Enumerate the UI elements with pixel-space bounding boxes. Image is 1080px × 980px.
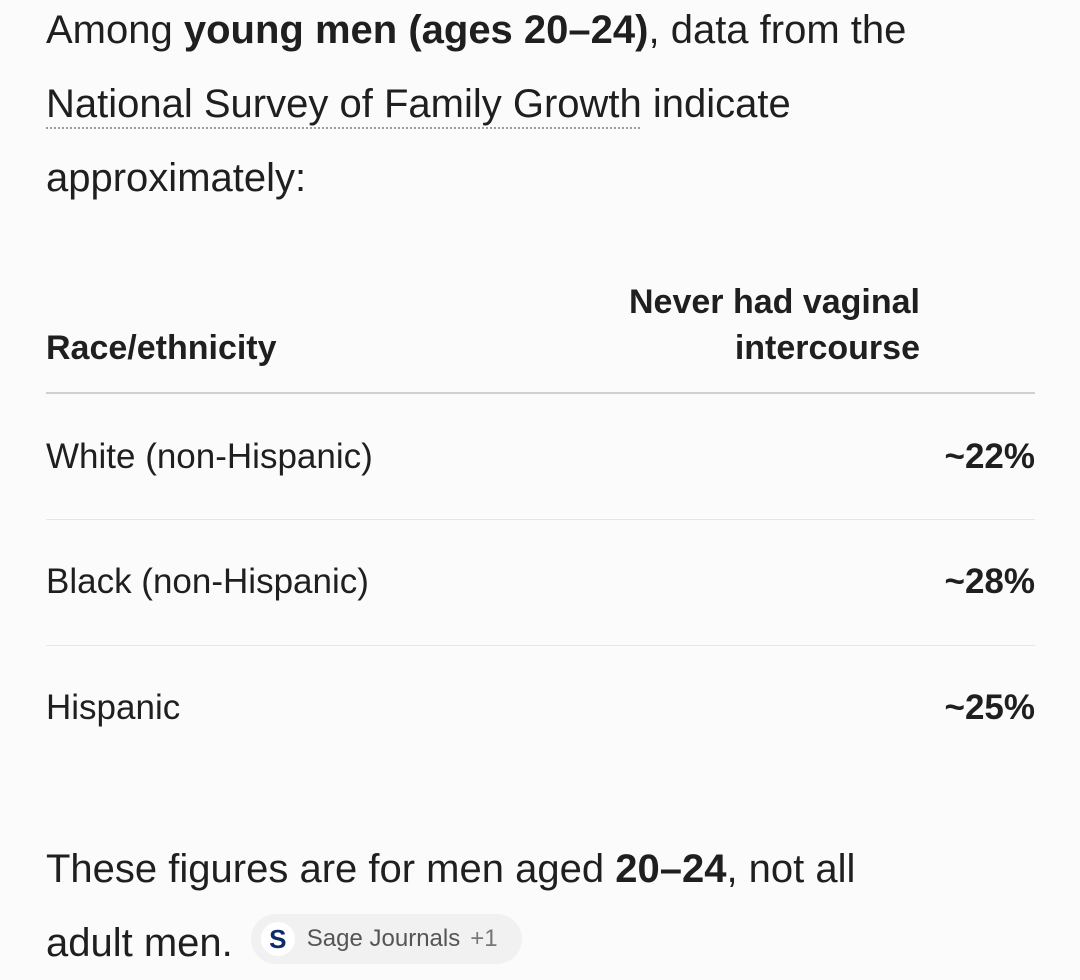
source-label: Sage Journals bbox=[306, 925, 461, 953]
table-cell: White (non-Hispanic) bbox=[46, 437, 373, 476]
text: adult men. bbox=[46, 921, 233, 965]
table-cell: ~28% bbox=[944, 562, 1036, 601]
text: These figures are for men aged bbox=[46, 847, 616, 891]
source-chip[interactable]: S Sage Journals +1 bbox=[250, 914, 522, 965]
row-rule bbox=[46, 519, 1035, 520]
text: indicate bbox=[641, 82, 791, 126]
text: , data from the bbox=[648, 8, 907, 52]
intro-paragraph: Among young men (ages 20–24), data from … bbox=[46, 0, 906, 215]
source-link[interactable]: National Survey of Family Growth bbox=[46, 82, 642, 126]
table-cell: Hispanic bbox=[46, 688, 181, 727]
table-cell: Black (non-Hispanic) bbox=[46, 562, 369, 601]
source-count: +1 bbox=[470, 925, 498, 953]
bold-text: young men (ages 20–24) bbox=[183, 8, 649, 52]
table-cell: ~22% bbox=[944, 437, 1036, 476]
row-rule bbox=[46, 645, 1035, 646]
table-cell: ~25% bbox=[944, 688, 1036, 727]
text: , not all bbox=[726, 847, 856, 891]
text: approximately: bbox=[46, 156, 307, 200]
footer-paragraph: These figures are for men aged 20–24, no… bbox=[46, 832, 855, 980]
text: Among bbox=[46, 8, 184, 52]
header-rule bbox=[46, 392, 1035, 394]
table-header: Race/ethnicity bbox=[46, 329, 277, 367]
source-icon: S bbox=[260, 922, 295, 957]
table-header: Never had vaginal intercourse bbox=[628, 283, 920, 367]
bold-text: 20–24 bbox=[615, 847, 727, 891]
